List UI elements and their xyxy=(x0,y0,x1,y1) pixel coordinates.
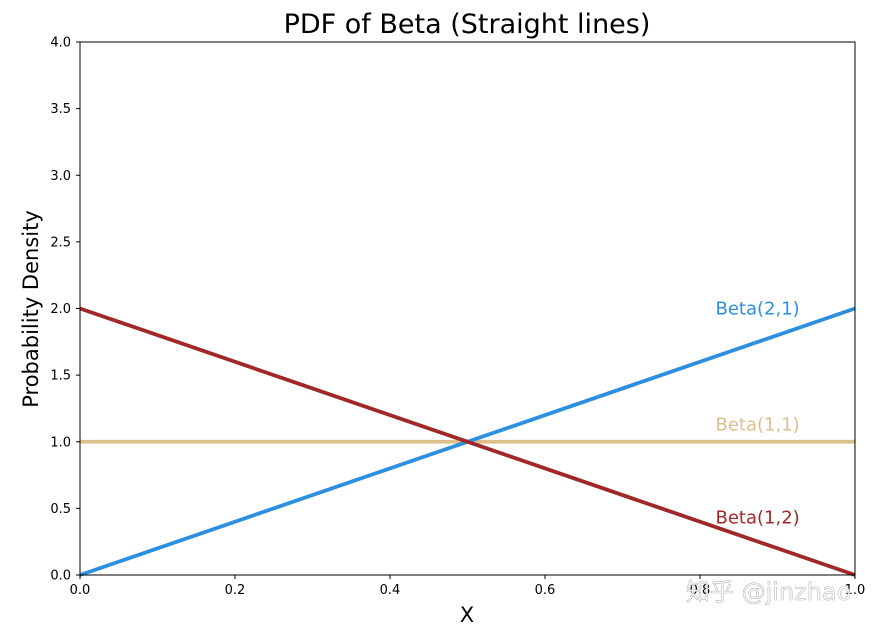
series-label-2: Beta(1,2) xyxy=(716,508,800,529)
x-tick-label: 0.4 xyxy=(380,583,401,598)
x-axis-ticks: 0.0 0.2 0.4 0.6 0.8 1.0 xyxy=(70,575,866,598)
y-tick-label: 1.5 xyxy=(50,369,71,384)
y-tick-label: 0.0 xyxy=(50,569,71,584)
series-labels: Beta(1,1) Beta(2,1) Beta(1,2) xyxy=(716,299,800,529)
y-tick-label: 2.5 xyxy=(50,235,71,250)
series-label-0: Beta(1,1) xyxy=(716,414,800,435)
plot-area xyxy=(79,306,856,577)
series-label-1: Beta(2,1) xyxy=(716,299,800,320)
x-tick-label: 0.6 xyxy=(535,583,556,598)
x-tick-label: 0.0 xyxy=(70,583,91,598)
chart-title: PDF of Beta (Straight lines) xyxy=(284,9,651,40)
y-tick-label: 1.0 xyxy=(50,435,71,450)
series-line-2 xyxy=(79,306,856,577)
y-axis-ticks: 0.0 0.5 1.0 1.5 2.0 2.5 3.0 3.5 4.0 xyxy=(50,36,80,584)
y-tick-label: 0.5 xyxy=(50,502,71,517)
x-tick-label: 0.2 xyxy=(225,583,246,598)
y-tick-label: 4.0 xyxy=(50,36,71,51)
watermark-text: 知乎 @jinzhao xyxy=(686,578,851,606)
x-tick-label: 1.0 xyxy=(845,583,866,598)
x-axis-label: X xyxy=(460,603,474,627)
y-tick-label: 3.5 xyxy=(50,102,71,117)
y-tick-label: 3.0 xyxy=(50,169,71,184)
x-tick-label: 0.8 xyxy=(690,583,711,598)
y-tick-label: 2.0 xyxy=(50,302,71,317)
y-axis-label: Probability Density xyxy=(19,210,43,408)
